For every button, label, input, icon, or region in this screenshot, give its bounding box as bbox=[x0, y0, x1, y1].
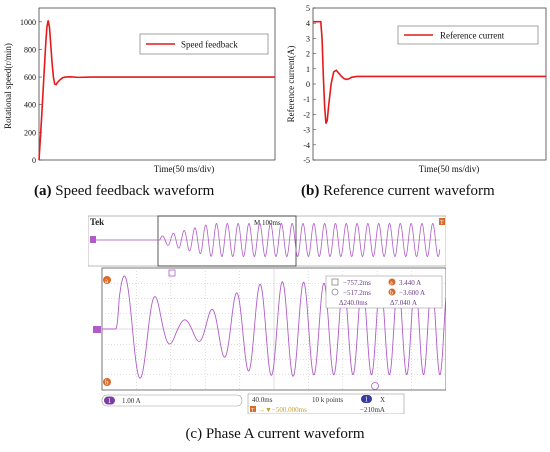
channel-1-marker bbox=[93, 326, 101, 333]
speed-legend: Speed feedback bbox=[139, 33, 269, 55]
speed-legend-label: Speed feedback bbox=[181, 40, 238, 50]
caption-b-text: Reference current waveform bbox=[319, 183, 495, 199]
current-y-axis-label: Reference current(A) bbox=[286, 46, 296, 123]
speed-chart: 0 200 400 600 800 1000 Rotational speed(r/min… bbox=[3, 7, 276, 174]
readout-b-badge bbox=[388, 288, 396, 296]
y-tick-label: 3 bbox=[306, 34, 310, 43]
readout-cursor1-icon bbox=[331, 278, 339, 286]
speed-x-axis-label: Time(50 ms/div) bbox=[154, 164, 214, 174]
readout-a-badge-label: a bbox=[390, 281, 393, 287]
readout-cursor2-icon bbox=[331, 288, 339, 296]
status-channel-scale: 1.00 A bbox=[122, 397, 141, 405]
current-legend-label: Reference current bbox=[440, 31, 505, 41]
y-tick-label: -2 bbox=[303, 110, 310, 119]
cursor1-marker-top bbox=[168, 269, 176, 277]
oscilloscope-screen: Tek M 100ms T a b −757.2ms −517.2ms Δ240… bbox=[88, 215, 446, 414]
current-x-axis-label: Time(50 ms/div) bbox=[419, 164, 479, 174]
status-trigger-channel: 1 bbox=[365, 396, 369, 404]
readout-a-value: 3.440 A bbox=[399, 279, 421, 287]
y-tick-label: 200 bbox=[24, 128, 36, 137]
overview-trace bbox=[94, 223, 441, 257]
readout-b-value: −3.600 A bbox=[399, 289, 425, 297]
scope-status-bar: 1 1.00 A 40.0ms 10 k points T →▼−500.000… bbox=[101, 393, 405, 414]
graticule-grid bbox=[102, 268, 446, 390]
cursor-a-badge-label: a bbox=[105, 277, 109, 285]
status-trigger-chip-label: T bbox=[251, 408, 255, 414]
phase-a-current-trace bbox=[102, 275, 446, 379]
overview-right-marker-label: T bbox=[440, 220, 444, 226]
cursor2-marker-bottom bbox=[371, 382, 379, 390]
scope-timebase-top: M 100ms bbox=[254, 219, 281, 227]
readout-cursor1-time: −757.2ms bbox=[343, 279, 371, 287]
y-tick-label: 0 bbox=[306, 80, 310, 89]
status-trigger-coupling: X bbox=[380, 396, 385, 404]
y-tick-label: 1 bbox=[306, 65, 310, 74]
status-trigger-ch-chip bbox=[361, 395, 372, 403]
status-channel-chip bbox=[104, 396, 115, 405]
current-chart: -5 -4 -3 -2 -1 0 1 2 3 4 5 Reference current(A) Ti… bbox=[286, 4, 547, 174]
cursor-readout-box: −757.2ms −517.2ms Δ240.0ms a 3.440 A b −… bbox=[325, 275, 443, 309]
status-trigger-offset: →▼−500.000ms bbox=[258, 406, 307, 414]
cursor-markers: a b bbox=[93, 269, 379, 390]
y-tick-label: 600 bbox=[24, 73, 36, 82]
speed-y-axis-label: Rotational speed(r/min) bbox=[3, 43, 13, 129]
status-trigger-chip bbox=[250, 406, 256, 412]
status-points: 10 k points bbox=[312, 396, 343, 404]
readout-cursor2-time: −517.2ms bbox=[343, 289, 371, 297]
y-tick-label: 800 bbox=[24, 45, 36, 54]
overview-channel-marker bbox=[90, 236, 96, 243]
cursor-b-badge bbox=[103, 378, 111, 386]
cursor-a-badge bbox=[103, 276, 111, 284]
overview-zoom-window bbox=[157, 215, 297, 267]
caption-b: (b) Reference current waveform bbox=[301, 183, 495, 200]
caption-c: (c) Phase A current waveform bbox=[0, 426, 550, 443]
y-tick-label: 5 bbox=[306, 4, 310, 13]
reference-current-series bbox=[313, 20, 546, 124]
caption-a-text: Speed feedback waveform bbox=[51, 183, 215, 199]
speed-plot-area bbox=[38, 7, 276, 161]
current-y-ticks: -5 -4 -3 -2 -1 0 1 2 3 4 5 bbox=[303, 4, 316, 165]
y-tick-label: 1000 bbox=[20, 18, 36, 27]
readout-delta-time: Δ240.0ms bbox=[339, 299, 368, 307]
y-tick-label: -3 bbox=[303, 126, 310, 135]
status-trigger-level: −210mA bbox=[360, 406, 385, 414]
current-legend: Reference current bbox=[397, 25, 539, 45]
status-timebase: 40.0ms bbox=[252, 396, 273, 404]
y-tick-label: -5 bbox=[303, 156, 310, 165]
y-tick-label: 0 bbox=[32, 156, 36, 165]
caption-b-bold: (b) bbox=[301, 183, 320, 199]
status-channel-number: 1 bbox=[108, 397, 112, 405]
y-tick-label: -4 bbox=[303, 141, 310, 150]
cursor-b-badge-label: b bbox=[105, 379, 109, 387]
y-tick-label: 4 bbox=[306, 19, 310, 28]
speed-feedback-series bbox=[38, 20, 275, 161]
caption-c-text: (c) Phase A current waveform bbox=[185, 426, 365, 442]
caption-a-bold: (a) bbox=[34, 183, 52, 199]
readout-a-badge bbox=[388, 278, 396, 286]
readout-delta-value: Δ7.040 A bbox=[390, 299, 417, 307]
y-tick-label: -1 bbox=[303, 95, 310, 104]
caption-a: (a) Speed feedback waveform bbox=[34, 183, 214, 200]
scope-brand: Tek bbox=[90, 217, 104, 227]
readout-b-badge-label: b bbox=[390, 291, 393, 297]
y-tick-label: 2 bbox=[306, 50, 310, 59]
status-channel-box bbox=[101, 394, 243, 407]
overview-right-marker bbox=[439, 218, 445, 225]
y-tick-label: 400 bbox=[24, 101, 36, 110]
